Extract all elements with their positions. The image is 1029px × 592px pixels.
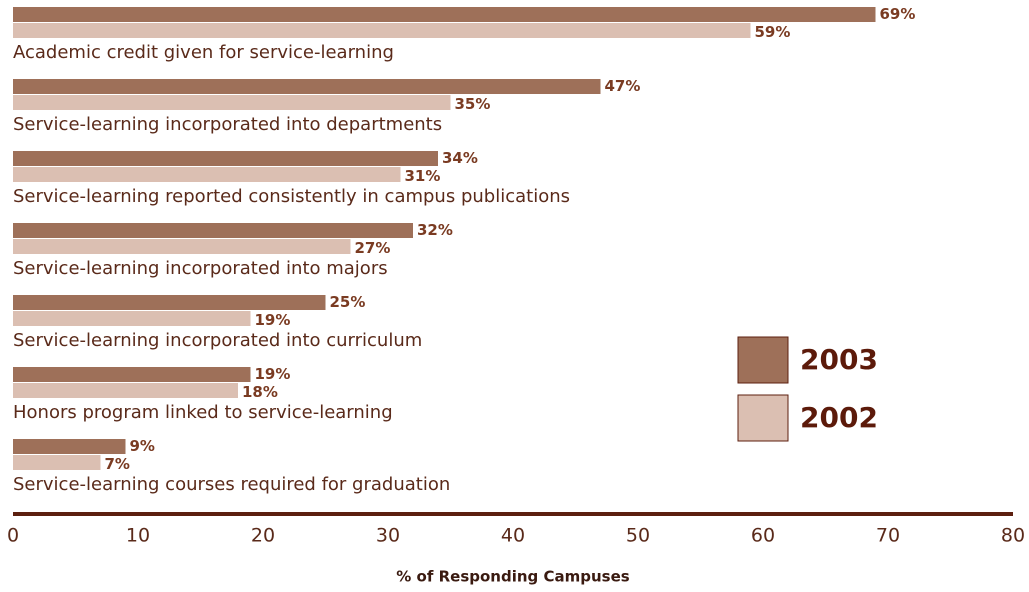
data-label: 9%: [130, 437, 155, 455]
legend-swatch: [737, 394, 789, 442]
data-label: 32%: [417, 221, 453, 239]
x-tick-label: 30: [376, 525, 400, 547]
legend-swatch: [737, 336, 789, 384]
bar: [13, 23, 751, 38]
bar: [13, 151, 438, 166]
category-label: Academic credit given for service-learni…: [13, 42, 394, 63]
category-label: Service-learning incorporated into major…: [13, 258, 388, 279]
data-label: 7%: [105, 455, 130, 473]
x-tick-label: 80: [1001, 525, 1025, 547]
x-tick-label: 20: [251, 525, 275, 547]
legend-label: 2002: [800, 401, 878, 434]
data-label: 69%: [880, 5, 916, 23]
category-label: Service-learning reported consistently i…: [13, 186, 570, 207]
bar: [13, 455, 101, 470]
bar: [13, 167, 401, 182]
category-label: Service-learning incorporated into depar…: [13, 114, 442, 135]
data-label: 19%: [255, 365, 291, 383]
bar: [13, 223, 413, 238]
category-label: Service-learning incorporated into curri…: [13, 330, 422, 351]
data-label: 34%: [442, 149, 478, 167]
data-label: 59%: [755, 23, 791, 41]
bar: [13, 439, 126, 454]
bar: [13, 79, 601, 94]
data-label: 18%: [242, 383, 278, 401]
x-tick-label: 60: [751, 525, 775, 547]
bar: [13, 367, 251, 382]
bar: [13, 295, 326, 310]
data-label: 27%: [355, 239, 391, 257]
data-label: 31%: [405, 167, 441, 185]
x-tick-label: 50: [626, 525, 650, 547]
x-tick-label: 40: [501, 525, 525, 547]
data-label: 25%: [330, 293, 366, 311]
legend-label: 2003: [800, 343, 878, 376]
category-label: Service-learning courses required for gr…: [13, 474, 450, 495]
data-label: 19%: [255, 311, 291, 329]
x-tick-label: 0: [7, 525, 19, 547]
bar: [13, 239, 351, 254]
x-tick-label: 10: [126, 525, 150, 547]
bar: [13, 7, 876, 22]
category-label: Honors program linked to service-learnin…: [13, 402, 393, 423]
data-label: 35%: [455, 95, 491, 113]
x-axis-title: % of Responding Campuses: [396, 568, 629, 586]
bar: [13, 311, 251, 326]
bar: [13, 95, 451, 110]
x-tick-label: 70: [876, 525, 900, 547]
data-label: 47%: [605, 77, 641, 95]
bar: [13, 383, 238, 398]
